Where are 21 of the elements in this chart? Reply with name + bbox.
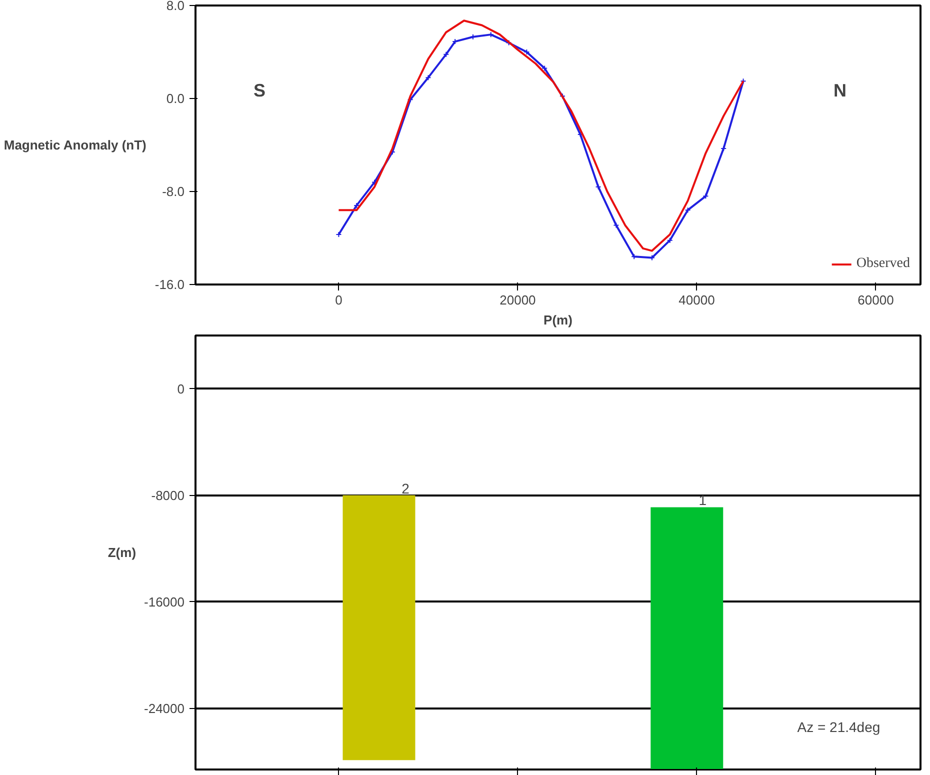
y-axis-title: Z(m) xyxy=(108,545,136,560)
annotation: Az = 21.4deg xyxy=(797,718,880,735)
legend-label: Observed xyxy=(856,256,910,272)
x-tick-label: 40000 xyxy=(678,292,715,308)
x-tick-label: 0 xyxy=(335,292,342,308)
y-tick-label: 8.0 xyxy=(166,0,185,13)
annotation: 2 xyxy=(402,480,410,496)
y-tick-label: -16000 xyxy=(144,594,185,610)
y-tick-label: -16.0 xyxy=(154,277,185,292)
y-tick-label: 0 xyxy=(177,381,185,396)
x-tick-label: 60000 xyxy=(858,292,894,308)
annotation: N xyxy=(834,80,846,100)
y-axis-title: Magnetic Anomaly (nT) xyxy=(4,138,146,152)
y-tick-label: 0.0 xyxy=(166,91,185,106)
y-tick-label: -8000 xyxy=(151,488,184,503)
annotation: S xyxy=(254,80,266,100)
x-axis-title: P(m) xyxy=(544,312,572,328)
y-tick-label: -8.0 xyxy=(162,184,185,199)
y-tick-label: -24000 xyxy=(144,700,185,716)
annotation: 1 xyxy=(698,492,707,508)
x-tick-label: 20000 xyxy=(500,292,536,308)
